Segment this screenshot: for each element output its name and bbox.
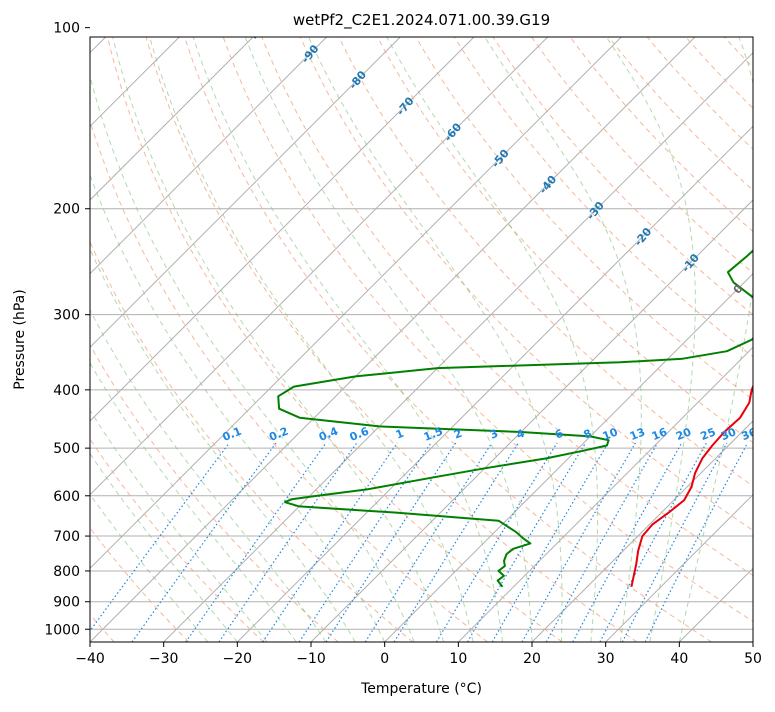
y-tick-label: 800 xyxy=(53,564,80,580)
y-tick-label: 500 xyxy=(53,441,80,457)
x-tick-label: −30 xyxy=(149,651,179,667)
y-tick-label: 100 xyxy=(53,21,80,37)
x-tick-label: 10 xyxy=(449,651,467,667)
x-tick-label: 30 xyxy=(597,651,615,667)
y-tick-label: 1000 xyxy=(44,622,80,638)
y-tick-label: 200 xyxy=(53,202,80,218)
y-tick-label: 400 xyxy=(53,383,80,399)
x-tick-label: 50 xyxy=(744,651,762,667)
x-tick-label: −10 xyxy=(296,651,326,667)
y-tick-label: 700 xyxy=(53,529,80,545)
y-tick-label: 300 xyxy=(53,308,80,324)
x-tick-label: 40 xyxy=(670,651,688,667)
x-tick-label: 0 xyxy=(380,651,389,667)
x-tick-label: 20 xyxy=(523,651,541,667)
y-axis-label: Pressure (hPa) xyxy=(12,289,28,389)
y-tick-label: 900 xyxy=(53,595,80,611)
x-axis-label: Temperature (°C) xyxy=(360,681,482,697)
x-tick-label: −20 xyxy=(223,651,253,667)
y-tick-label: 600 xyxy=(53,489,80,505)
x-tick-label: −40 xyxy=(75,651,105,667)
chart-title: wetPf2_C2E1.2024.071.00.39.G19 xyxy=(293,11,550,30)
